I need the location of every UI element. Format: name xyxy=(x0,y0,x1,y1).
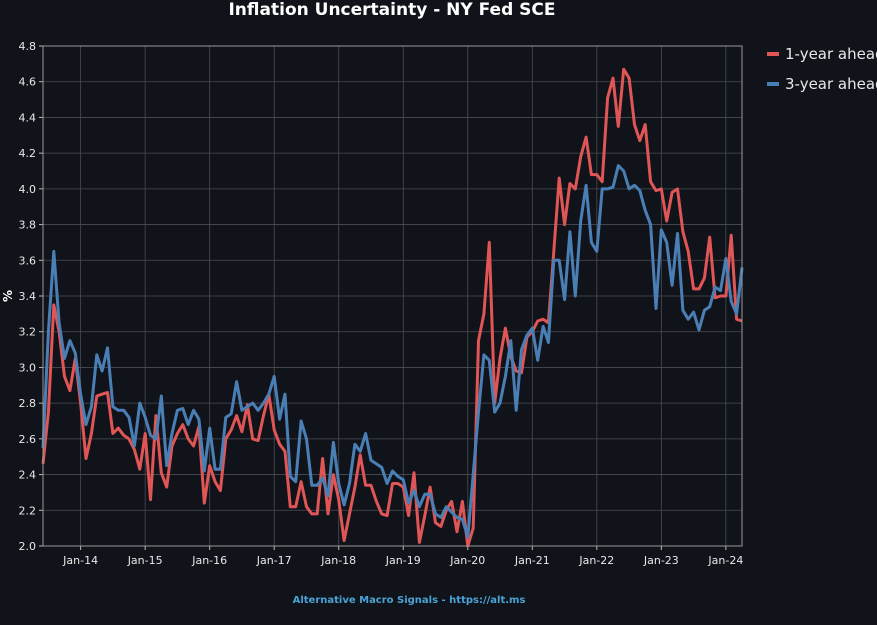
x-tick-label: Jan-23 xyxy=(643,554,679,567)
y-tick-label: 4.0 xyxy=(19,183,37,196)
y-tick-label: 2.6 xyxy=(19,433,37,446)
footer-credit: Alternative Macro Signals - https://alt.… xyxy=(293,595,526,606)
gridlines xyxy=(43,45,742,547)
x-tick-label: Jan-18 xyxy=(320,554,356,567)
y-tick-label: 4.2 xyxy=(19,147,37,160)
chart-title: Inflation Uncertainty - NY Fed SCE xyxy=(228,0,555,20)
y-tick-label: 3.0 xyxy=(19,361,37,374)
x-tick-label: Jan-17 xyxy=(256,554,292,567)
plot-frame xyxy=(42,45,743,547)
x-tick-label: Jan-21 xyxy=(514,554,550,567)
y-axis-label: % xyxy=(1,290,15,302)
x-axis-ticks: Jan-14 Jan-15 Jan-16 Jan-17 Jan-18 Jan-19 Jan-… xyxy=(62,546,743,567)
y-tick-label: 3.6 xyxy=(19,254,37,267)
x-tick-label: Jan-22 xyxy=(578,554,614,567)
y-tick-label: 4.8 xyxy=(19,40,37,53)
y-tick-label: 2.4 xyxy=(19,469,37,482)
y-tick-label: 3.2 xyxy=(19,326,37,339)
y-tick-label: 2.0 xyxy=(19,540,37,553)
y-axis-ticks: 2.0 2.2 2.4 2.6 2.8 3.0 3.2 3.4 3.6 3.8 4.0 4.2 4.4 4… xyxy=(19,40,43,553)
legend: 1-year ahead 3-year ahead xyxy=(767,45,877,93)
x-tick-label: Jan-19 xyxy=(385,554,421,567)
y-tick-label: 3.8 xyxy=(19,219,37,232)
x-tick-label: Jan-24 xyxy=(707,554,743,567)
y-tick-label: 3.4 xyxy=(19,290,37,303)
series-line-1 xyxy=(41,67,743,548)
legend-label: 1-year ahead xyxy=(785,45,877,63)
x-tick-label: Jan-15 xyxy=(127,554,163,567)
y-tick-label: 2.8 xyxy=(19,397,37,410)
legend-label: 3-year ahead xyxy=(785,75,877,93)
x-tick-label: Jan-20 xyxy=(449,554,485,567)
y-tick-label: 4.4 xyxy=(19,111,37,124)
x-tick-label: Jan-16 xyxy=(191,554,227,567)
x-tick-label: Jan-14 xyxy=(62,554,98,567)
series-line-2 xyxy=(41,164,744,539)
y-tick-label: 2.2 xyxy=(19,504,37,517)
y-tick-label: 4.6 xyxy=(19,76,37,89)
series-lines xyxy=(41,67,744,548)
